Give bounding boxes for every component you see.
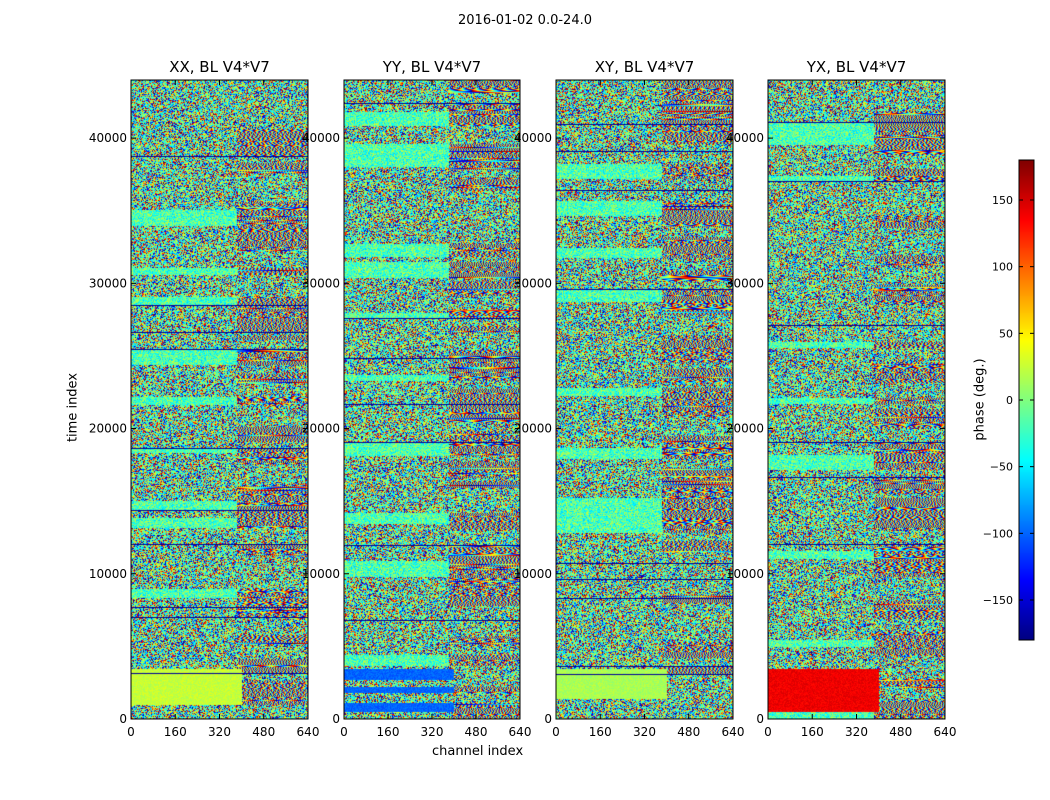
y-tick-label: 10000 — [302, 567, 340, 581]
axes-frame-0 — [130, 79, 309, 720]
y-tick-label: 10000 — [726, 567, 764, 581]
y-tick-label: 40000 — [726, 131, 764, 145]
y-tick-label: 30000 — [89, 276, 127, 290]
y-tick-label: 0 — [756, 712, 764, 726]
x-tick-label: 480 — [889, 725, 912, 739]
axes-frame-3 — [767, 79, 946, 720]
y-tick-label: 0 — [544, 712, 552, 726]
colorbar — [1019, 160, 1034, 640]
x-tick-label: 320 — [421, 725, 444, 739]
x-tick-label: 0 — [127, 725, 135, 739]
heatmap-xx — [131, 80, 308, 719]
axes-frame-1 — [343, 79, 521, 720]
y-tick-label: 20000 — [302, 422, 340, 436]
x-tick-label: 480 — [252, 725, 275, 739]
y-axis-label: time index — [65, 372, 81, 443]
colorbar-tick-label: 0 — [1006, 394, 1013, 407]
panel-title-xx: XX, BL V4*V7 — [169, 58, 270, 76]
y-tick-label: 20000 — [89, 422, 127, 436]
figure-title: 2016-01-02 0.0-24.0 — [458, 13, 592, 28]
x-tick-label: 160 — [377, 725, 400, 739]
x-tick-label: 640 — [509, 725, 532, 739]
heatmap-yx — [768, 80, 945, 719]
colorbar-tick-label: −100 — [983, 527, 1013, 540]
colorbar-tick-label: 150 — [992, 194, 1013, 207]
x-tick-label: 320 — [845, 725, 868, 739]
colorbar-tick-label: 100 — [992, 261, 1013, 274]
y-tick-label: 40000 — [302, 131, 340, 145]
x-tick-label: 320 — [208, 725, 231, 739]
y-tick-label: 10000 — [514, 567, 552, 581]
y-tick-label: 30000 — [302, 276, 340, 290]
x-tick-label: 480 — [677, 725, 700, 739]
y-tick-label: 30000 — [726, 276, 764, 290]
y-tick-label: 20000 — [514, 422, 552, 436]
panel-title-yy: YY, BL V4*V7 — [382, 58, 482, 76]
x-tick-label: 160 — [589, 725, 612, 739]
colorbar-tick-label: −150 — [983, 594, 1013, 607]
y-tick-label: 20000 — [726, 422, 764, 436]
y-tick-label: 30000 — [514, 276, 552, 290]
y-tick-label: 0 — [332, 712, 340, 726]
x-tick-label: 480 — [465, 725, 488, 739]
y-tick-label: 40000 — [514, 131, 552, 145]
x-tick-label: 160 — [164, 725, 187, 739]
x-tick-label: 640 — [722, 725, 745, 739]
colorbar-tick-label: 50 — [999, 327, 1013, 340]
colorbar-tick-label: −50 — [990, 461, 1013, 474]
y-tick-label: 40000 — [89, 131, 127, 145]
panel-title-xy: XY, BL V4*V7 — [594, 58, 695, 76]
x-tick-label: 0 — [552, 725, 560, 739]
y-tick-label: 10000 — [89, 567, 127, 581]
x-tick-label: 160 — [801, 725, 824, 739]
heatmap-xy — [556, 80, 733, 719]
x-tick-label: 640 — [297, 725, 320, 739]
x-tick-label: 0 — [340, 725, 348, 739]
x-tick-label: 640 — [934, 725, 957, 739]
heatmap-yy — [344, 80, 520, 719]
panel-title-yx: YX, BL V4*V7 — [806, 58, 907, 76]
x-tick-label: 0 — [764, 725, 772, 739]
y-tick-label: 0 — [119, 712, 127, 726]
x-axis-label: channel index — [432, 744, 524, 759]
axes-frame-2 — [555, 79, 734, 720]
colorbar-label: phase (deg.) — [972, 358, 988, 441]
x-tick-label: 320 — [633, 725, 656, 739]
